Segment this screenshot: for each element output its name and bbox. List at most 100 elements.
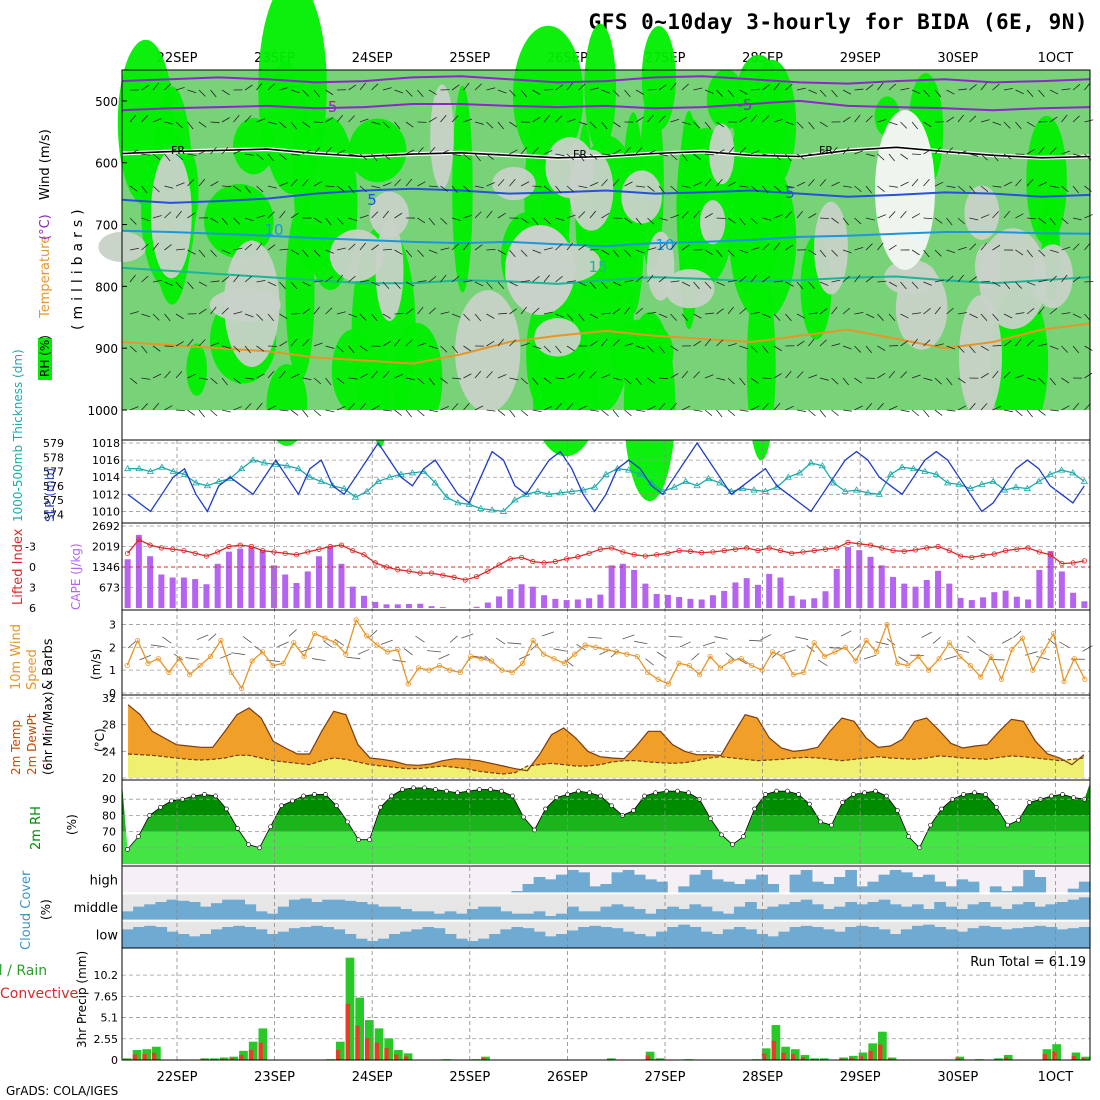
wind-barb [624, 217, 633, 224]
wind-barb [1015, 374, 1025, 379]
wind-speed-line-point [853, 658, 859, 664]
wind-barb [1072, 217, 1082, 221]
pressure-tick-label: 700 [95, 219, 118, 233]
wind-barb [290, 121, 297, 130]
wind-speed-line-point [915, 653, 921, 660]
surface-wind-barb [714, 636, 728, 640]
wind-barb [1015, 213, 1024, 219]
wind-barb [244, 185, 251, 194]
wind-speed-line-point [530, 637, 536, 644]
wind-barb [566, 153, 575, 161]
wind-barb [256, 215, 266, 219]
cloud-low-bar [1067, 928, 1080, 948]
wind-speed-line-point [426, 667, 432, 673]
cloud-middle-bar [255, 911, 268, 921]
wind-barb [739, 345, 749, 350]
wind-barb [808, 409, 816, 417]
wind-barb [187, 121, 194, 130]
wind-barb [911, 312, 921, 315]
thickness-line-point [123, 464, 132, 472]
cape-bar [799, 599, 806, 608]
cloud-middle-bar [767, 906, 780, 921]
wind-barb [233, 217, 241, 225]
wind-barb [911, 89, 921, 94]
wind-barb [865, 345, 873, 354]
cloud-low-bar [678, 924, 691, 948]
wind-barb [267, 313, 275, 322]
wind-barb [980, 345, 989, 351]
wind-barb [865, 84, 874, 91]
cloud-high-bar [733, 884, 746, 894]
rh-point [741, 834, 746, 839]
wind-barb [957, 88, 967, 91]
cape-bar [642, 583, 649, 608]
rh-point [840, 800, 845, 805]
cloud-middle-bar [1067, 899, 1080, 921]
panel-border [121, 609, 1091, 696]
wind-barb [969, 402, 976, 411]
wind-barb [152, 118, 162, 123]
lifted-index-line-point [271, 549, 277, 555]
wind-barb [854, 377, 863, 384]
wind-barb [1026, 281, 1036, 286]
wind-barb [348, 115, 356, 123]
wind-barb [670, 214, 680, 219]
wind-barb [923, 377, 933, 381]
temp-tick-label: 20 [102, 772, 116, 785]
wind-barb [601, 179, 608, 187]
lifted-index-line-point [350, 547, 356, 554]
cloud-middle-bar [455, 913, 468, 921]
cape-bar [811, 598, 818, 608]
wind-barb [152, 373, 162, 379]
wind-barb [612, 89, 620, 97]
rh-dry-region [959, 295, 1002, 420]
rh2m-unit: (%) [65, 814, 79, 835]
thickness-line-point [328, 482, 337, 489]
wind-barb [831, 249, 839, 257]
wind-barb [762, 217, 772, 221]
wind-barb [532, 275, 540, 283]
wind-barb [474, 244, 483, 251]
wind-barb [486, 210, 493, 219]
cloud-high-bar [789, 874, 802, 894]
wind-barb [727, 217, 736, 224]
wind-speed-line-point [509, 669, 515, 676]
wind-barb [934, 377, 942, 385]
cloud-middle-bar [244, 904, 257, 921]
wind-barb [1084, 313, 1091, 322]
wind-barb [348, 217, 358, 222]
cloud-high-bar [644, 879, 657, 894]
wind-speed-line-point [749, 662, 755, 669]
wind-barb [658, 276, 667, 283]
thickness-line-point [260, 459, 269, 466]
wind-barb [279, 87, 289, 91]
cloud-low-bar [166, 931, 179, 948]
wind-speed-line-point [926, 667, 932, 673]
cloud-middle-bar [222, 899, 234, 921]
cloud-low-bar [444, 934, 457, 948]
wind-barb [1084, 345, 1093, 351]
wind-barb [555, 313, 564, 318]
wind-barb [244, 217, 254, 222]
wind-barb [417, 181, 426, 187]
wind-barb [612, 149, 622, 155]
date-label-top: 22SEP [157, 51, 198, 66]
cape-bar [428, 606, 435, 608]
precip-convective-bar [258, 1042, 263, 1060]
thickness-line-point [761, 487, 770, 494]
temp-ylabel: 2m Temp 2m DewPt (6hr Min/Max) [9, 692, 55, 776]
wind-barb [923, 149, 932, 155]
wind-barb [1015, 338, 1022, 347]
wind-barb [877, 214, 887, 219]
thickness-line-point [784, 473, 792, 480]
rh-dry-region [621, 170, 663, 224]
wind-speed-line-point [801, 669, 807, 676]
wind-barb [888, 370, 896, 379]
wind-barb [750, 274, 757, 283]
wind-barb [405, 121, 414, 128]
wind-barb [1015, 281, 1022, 289]
cloud-middle-bar [644, 913, 657, 921]
wind-barb [1084, 281, 1094, 283]
thickness-line-point [1000, 486, 1009, 493]
wind-barb [198, 281, 208, 287]
